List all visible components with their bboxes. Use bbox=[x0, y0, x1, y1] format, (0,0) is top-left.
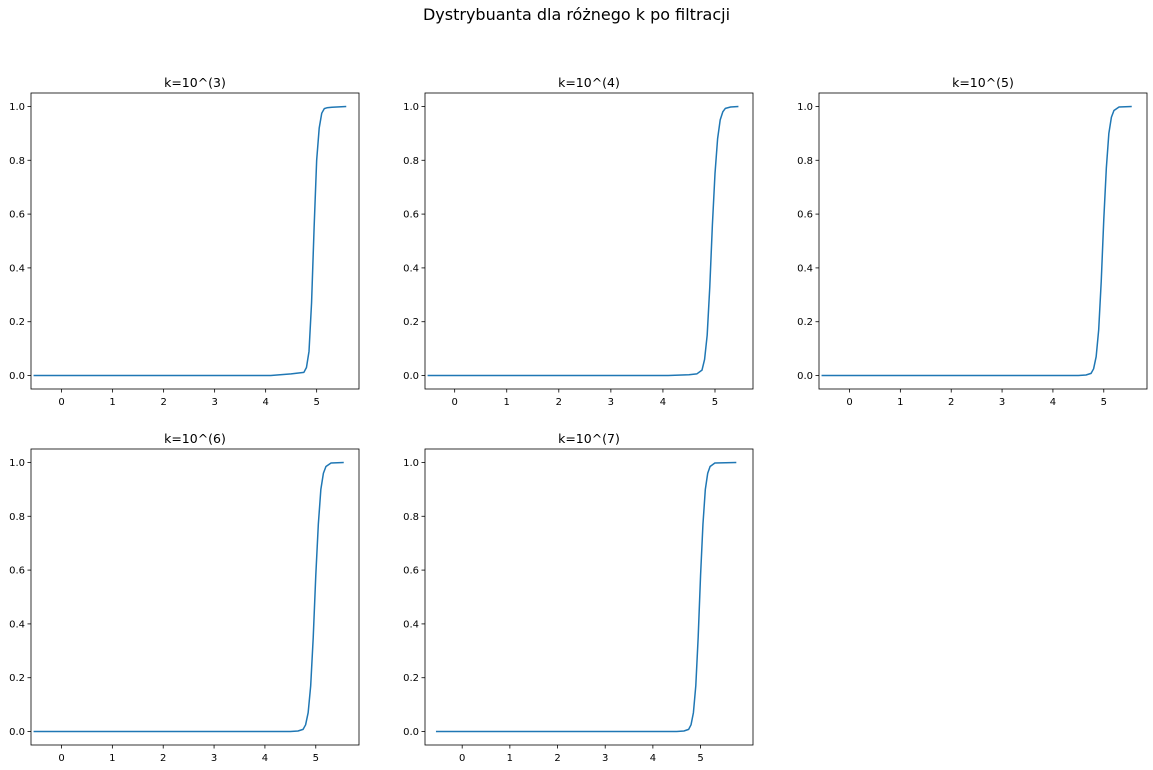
y-tick-label: 0.0 bbox=[797, 371, 813, 382]
y-tick-label: 0.0 bbox=[9, 371, 25, 382]
x-tick-label: 3 bbox=[211, 753, 217, 764]
y-tick-label: 0.8 bbox=[797, 156, 813, 167]
x-tick-label: 5 bbox=[313, 753, 319, 764]
y-tick-label: 1.0 bbox=[403, 458, 419, 469]
x-tick-label: 5 bbox=[1101, 397, 1107, 408]
y-tick-label: 0.6 bbox=[403, 566, 419, 577]
x-tick-label: 4 bbox=[660, 397, 666, 408]
x-tick-label: 2 bbox=[948, 397, 954, 408]
x-tick-label: 2 bbox=[554, 753, 560, 764]
x-tick-label: 1 bbox=[507, 753, 513, 764]
x-tick-label: 1 bbox=[109, 397, 115, 408]
subplot-4: k=10^(6) 0 1 2 3 4 5 0.0 0.2 0.4 0.6 0.8 1.0 bbox=[9, 431, 360, 764]
x-tick-label: 0 bbox=[58, 753, 64, 764]
series-line bbox=[821, 105, 1132, 377]
series-line bbox=[435, 461, 737, 733]
figure-title: Dystrybuanta dla różnego k po filtracji bbox=[422, 5, 731, 24]
x-tick-label: 5 bbox=[712, 397, 718, 408]
y-tick-label: 0.2 bbox=[9, 317, 25, 328]
x-tick-label: 0 bbox=[58, 397, 64, 408]
x-tick-label: 5 bbox=[697, 753, 703, 764]
y-tick-label: 0.6 bbox=[797, 210, 813, 221]
x-tick-label: 2 bbox=[556, 397, 562, 408]
y-tick-label: 0.2 bbox=[9, 673, 25, 684]
subplot-2: k=10^(4) 0 1 2 3 4 5 0.0 0.2 0.4 0.6 0.8 1.0 bbox=[403, 75, 754, 408]
subplot-title: k=10^(3) bbox=[164, 75, 226, 90]
x-tick-label: 1 bbox=[504, 397, 510, 408]
subplot-1: k=10^(3) 0 1 2 3 4 5 0.0 0.2 0.4 0.6 0.8 1.0 bbox=[9, 75, 360, 408]
series-line bbox=[33, 105, 347, 377]
subplot-title: k=10^(6) bbox=[164, 431, 226, 446]
y-tick-label: 0.2 bbox=[403, 317, 419, 328]
x-tick-label: 4 bbox=[650, 753, 656, 764]
x-tick-label: 3 bbox=[602, 753, 608, 764]
x-tick-label: 4 bbox=[262, 753, 268, 764]
y-tick-label: 1.0 bbox=[9, 458, 25, 469]
x-tick-label: 4 bbox=[1050, 397, 1056, 408]
x-tick-label: 0 bbox=[846, 397, 852, 408]
y-tick-label: 0.6 bbox=[9, 210, 25, 221]
y-tick-label: 0.8 bbox=[9, 512, 25, 523]
y-tick-label: 0.4 bbox=[797, 263, 813, 274]
series-line bbox=[33, 461, 344, 733]
subplot-title: k=10^(4) bbox=[558, 75, 620, 90]
x-tick-label: 3 bbox=[211, 397, 217, 408]
x-tick-label: 1 bbox=[109, 753, 115, 764]
x-tick-label: 5 bbox=[313, 397, 319, 408]
series-line bbox=[427, 105, 739, 377]
axes-frame bbox=[30, 448, 360, 746]
y-tick-label: 0.8 bbox=[403, 156, 419, 167]
y-tick-label: 0.6 bbox=[9, 566, 25, 577]
subplot-5: k=10^(7) 0 1 2 3 4 5 0.0 0.2 0.4 0.6 0.8 1.0 bbox=[403, 431, 754, 764]
y-tick-label: 0.2 bbox=[797, 317, 813, 328]
y-tick-label: 0.0 bbox=[9, 727, 25, 738]
x-tick-label: 0 bbox=[451, 397, 457, 408]
subplot-title: k=10^(5) bbox=[952, 75, 1014, 90]
y-tick-label: 0.6 bbox=[403, 210, 419, 221]
x-tick-label: 4 bbox=[262, 397, 268, 408]
y-tick-label: 0.4 bbox=[403, 619, 419, 630]
y-tick-label: 1.0 bbox=[9, 102, 25, 113]
axes-frame bbox=[818, 92, 1148, 390]
y-tick-label: 0.8 bbox=[403, 512, 419, 523]
x-tick-label: 2 bbox=[160, 753, 166, 764]
x-tick-label: 3 bbox=[999, 397, 1005, 408]
axes-frame bbox=[30, 92, 360, 390]
subplot-title: k=10^(7) bbox=[558, 431, 620, 446]
y-tick-label: 0.4 bbox=[9, 619, 25, 630]
axes-frame bbox=[424, 448, 754, 746]
axes-frame bbox=[424, 92, 754, 390]
y-tick-label: 0.0 bbox=[403, 727, 419, 738]
x-tick-label: 1 bbox=[897, 397, 903, 408]
y-tick-label: 0.0 bbox=[403, 371, 419, 382]
y-tick-label: 0.2 bbox=[403, 673, 419, 684]
x-tick-label: 3 bbox=[608, 397, 614, 408]
subplot-3: k=10^(5) 0 1 2 3 4 5 0.0 0.2 0.4 0.6 0.8 1.0 bbox=[797, 75, 1148, 408]
y-tick-label: 0.4 bbox=[9, 263, 25, 274]
y-tick-label: 1.0 bbox=[797, 102, 813, 113]
y-tick-label: 0.8 bbox=[9, 156, 25, 167]
x-tick-label: 0 bbox=[459, 753, 465, 764]
y-tick-label: 1.0 bbox=[403, 102, 419, 113]
x-tick-label: 2 bbox=[160, 397, 166, 408]
y-tick-label: 0.4 bbox=[403, 263, 419, 274]
